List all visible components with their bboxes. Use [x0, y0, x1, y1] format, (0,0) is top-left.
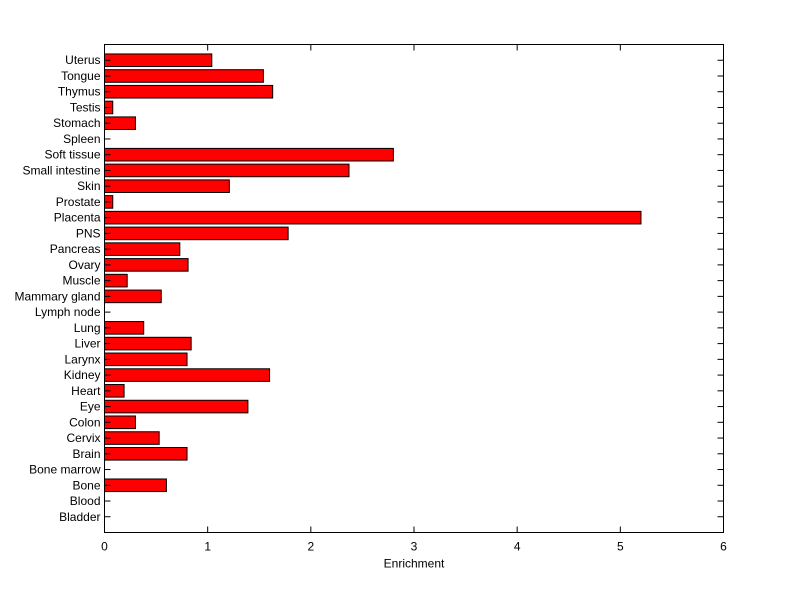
y-tick-label-cervix: Cervix [66, 431, 100, 445]
y-tick-label-muscle: Muscle [62, 274, 100, 288]
bar-skin [104, 179, 230, 193]
bar-brain [104, 446, 188, 461]
bar-kidney [104, 368, 271, 382]
y-tick-label-ovary: Ovary [68, 258, 100, 272]
y-tick-label-lymph-node: Lymph node [35, 305, 101, 319]
y-tick-label-stomach: Stomach [53, 116, 100, 130]
y-tick-label-soft-tissue: Soft tissue [44, 148, 100, 162]
y-tick-label-mammary-gland: Mammary gland [14, 289, 100, 303]
y-tick-label-bladder: Bladder [59, 510, 100, 524]
y-tick-label-lung: Lung [74, 321, 101, 335]
y-tick-label-small-intestine: Small intestine [22, 163, 100, 177]
plot-area-frame [104, 44, 724, 533]
y-tick-label-eye: Eye [80, 400, 101, 414]
y-tick-label-bone: Bone [72, 478, 100, 492]
y-tick-label-spleen: Spleen [63, 132, 100, 146]
y-tick-label-placenta: Placenta [54, 211, 101, 225]
bar-ovary [104, 258, 189, 272]
y-tick-label-tongue: Tongue [61, 69, 101, 83]
x-tick-label-3: 3 [411, 540, 418, 554]
bar-mammary-gland [104, 289, 162, 304]
y-tick-label-liver: Liver [74, 337, 100, 351]
x-tick-label-6: 6 [720, 540, 727, 554]
x-tick-label-1: 1 [204, 540, 211, 554]
y-tick-label-pancreas: Pancreas [50, 242, 101, 256]
bar-soft-tissue [104, 147, 394, 162]
bar-pns [104, 226, 289, 241]
bar-thymus [104, 84, 274, 99]
bar-cervix [104, 431, 160, 445]
x-tick-label-4: 4 [514, 540, 521, 554]
y-tick-label-larynx: Larynx [64, 352, 100, 366]
bar-pancreas [104, 242, 181, 256]
y-tick-label-colon: Colon [69, 415, 100, 429]
bar-larynx [104, 352, 188, 367]
y-tick-label-thymus: Thymus [58, 85, 101, 99]
bar-tongue [104, 69, 264, 83]
y-tick-label-brain: Brain [72, 447, 100, 461]
y-tick-label-testis: Testis [70, 100, 101, 114]
y-tick-label-uterus: Uterus [65, 53, 100, 67]
bar-placenta [104, 210, 642, 225]
bar-uterus [104, 53, 213, 68]
y-tick-label-pns: PNS [76, 226, 101, 240]
bar-liver [104, 336, 192, 351]
x-tick-label-2: 2 [307, 540, 314, 554]
y-tick-label-skin: Skin [77, 179, 100, 193]
y-tick-label-blood: Blood [70, 494, 101, 508]
y-tick-label-bone-marrow: Bone marrow [29, 463, 101, 477]
y-tick-label-kidney: Kidney [64, 368, 101, 382]
bar-small-intestine [104, 163, 350, 178]
y-tick-label-heart: Heart [71, 384, 101, 398]
y-tick-label-prostate: Prostate [56, 195, 101, 209]
x-tick-label-5: 5 [617, 540, 624, 554]
x-axis-label: Enrichment [384, 557, 445, 571]
bar-eye [104, 399, 249, 414]
bar-bone [104, 478, 167, 493]
x-tick-label-0: 0 [101, 540, 108, 554]
